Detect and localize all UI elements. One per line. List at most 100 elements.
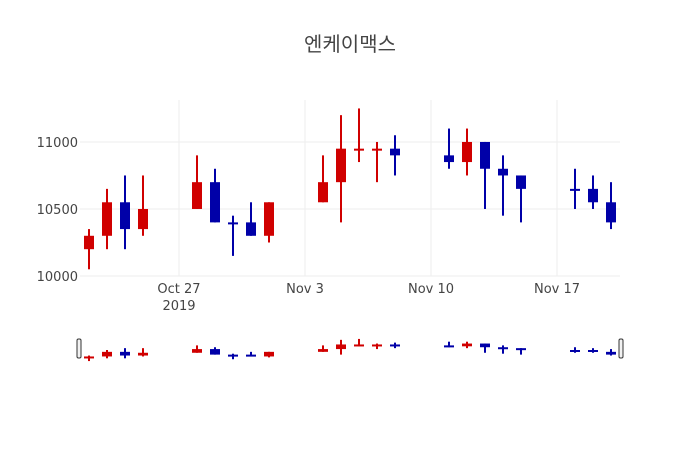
candle-body (390, 148, 400, 156)
mini-candle-body (444, 345, 454, 348)
candle-body (84, 235, 94, 250)
mini-candle (336, 339, 346, 355)
chart-title: 엔케이맥스 (304, 32, 396, 56)
candle (480, 141, 490, 209)
candle (318, 155, 328, 203)
mini-candle-body (246, 354, 256, 357)
range-slider-preview (84, 338, 616, 362)
candle (606, 182, 616, 230)
y-tick-label: 10500 (37, 203, 78, 218)
mini-candle (606, 349, 616, 356)
candle-body (606, 202, 616, 223)
candle (84, 229, 94, 270)
candle (120, 175, 130, 250)
candle (372, 141, 382, 183)
candle-body (138, 208, 148, 230)
mini-candle (354, 338, 364, 347)
mini-candle (570, 347, 580, 353)
candle-body (228, 222, 238, 225)
range-slider-track[interactable] (80, 336, 620, 364)
mini-candle (192, 345, 202, 353)
candle (138, 175, 148, 236)
candle (588, 175, 598, 209)
mini-candle (102, 350, 112, 359)
mini-candle-body (210, 349, 220, 355)
mini-candle-body (354, 344, 364, 347)
candle-body (570, 188, 580, 191)
candle (336, 115, 346, 223)
candle-body (444, 155, 454, 163)
candle (210, 168, 220, 223)
candle-body (102, 202, 112, 236)
mini-candle-body (318, 349, 328, 352)
x-tick-label: Oct 27 (157, 282, 200, 297)
mini-candle-body (588, 350, 598, 352)
mini-candle (264, 351, 274, 358)
mini-candle (84, 355, 94, 362)
candle-body (480, 141, 490, 169)
y-tick-label: 10000 (37, 270, 78, 285)
mini-candle (228, 353, 238, 360)
candles (84, 108, 616, 270)
mini-candle (516, 348, 526, 355)
candle-body (498, 168, 508, 176)
mini-candle (444, 341, 454, 348)
mini-candle (588, 348, 598, 353)
candle (228, 215, 238, 256)
range-slider-handle-left[interactable] (76, 338, 82, 359)
x-tick-label: Nov 3 (286, 282, 324, 297)
candle-body (264, 202, 274, 236)
mini-candle (372, 343, 382, 350)
x-tick-label: Nov 10 (408, 282, 454, 297)
candle-body (354, 148, 364, 151)
range-slider-handle-right[interactable] (618, 338, 624, 359)
candle (246, 202, 256, 236)
mini-candle-body (264, 351, 274, 357)
candle-body (246, 222, 256, 236)
mini-candle (498, 345, 508, 354)
y-tick-label: 11000 (37, 136, 78, 151)
candle-body (462, 141, 472, 163)
candle (498, 155, 508, 216)
grid-lines (80, 100, 620, 277)
candle (264, 202, 274, 243)
mini-candle-body (102, 351, 112, 357)
candle (192, 155, 202, 209)
candle-body (372, 148, 382, 151)
mini-candle (246, 351, 256, 357)
mini-candle (138, 348, 148, 357)
y-axis: 10000 10500 11000 (37, 136, 78, 285)
mini-candle-body (606, 351, 616, 355)
mini-candle-body (498, 347, 508, 350)
mini-candle-body (372, 344, 382, 347)
range-slider[interactable] (76, 336, 624, 364)
candle (570, 168, 580, 209)
candle (354, 108, 364, 163)
candle (390, 135, 400, 176)
candle (444, 128, 454, 169)
mini-candle-body (138, 352, 148, 356)
mini-candle (462, 341, 472, 349)
candle-body (336, 148, 346, 183)
candle-body (588, 188, 598, 203)
mini-candle (120, 348, 130, 359)
mini-candle-body (462, 343, 472, 347)
mini-candle-body (84, 356, 94, 359)
candle-body (516, 175, 526, 189)
mini-candle (318, 345, 328, 352)
candle (462, 128, 472, 176)
candle-body (210, 182, 220, 223)
candle (516, 175, 526, 223)
mini-candle-body (228, 354, 238, 357)
candle-body (318, 182, 328, 203)
mini-candle-body (480, 343, 490, 348)
mini-candle-body (570, 350, 580, 352)
candle-body (192, 182, 202, 209)
mini-candle (210, 347, 220, 355)
candle (102, 188, 112, 250)
mini-candle (480, 343, 490, 353)
mini-candle (390, 342, 400, 349)
mini-candle-body (120, 351, 130, 356)
mini-candle-body (516, 348, 526, 351)
